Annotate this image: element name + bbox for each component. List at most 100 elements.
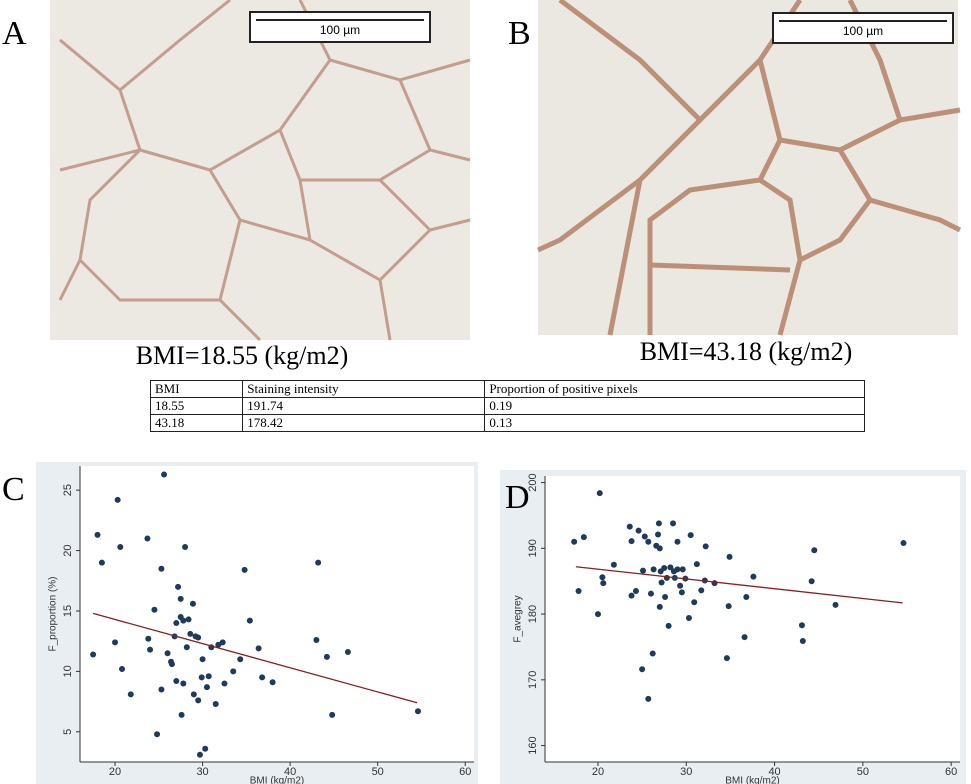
- point: [199, 656, 206, 663]
- x-tick-label: 20: [109, 766, 121, 778]
- point: [702, 543, 709, 550]
- point: [180, 680, 187, 687]
- point: [190, 691, 197, 698]
- point: [158, 565, 165, 572]
- y-tick-label: 200: [527, 473, 539, 491]
- point: [205, 673, 212, 680]
- x-tick-label: 30: [196, 766, 208, 778]
- point: [344, 649, 351, 656]
- point: [246, 617, 253, 624]
- cell: Proportion of positive pixels: [484, 380, 865, 398]
- charts: 20 30 40 50 60 5 10 15 20 25 BMI (kg/m2) F_proporti…: [2, 462, 966, 784]
- point: [798, 622, 805, 629]
- point: [679, 566, 686, 573]
- point: [168, 661, 175, 668]
- point: [656, 545, 663, 552]
- point: [711, 580, 718, 587]
- cell: 18.55: [149, 397, 244, 415]
- point: [180, 617, 187, 624]
- point: [269, 679, 276, 686]
- point: [323, 653, 330, 660]
- point: [144, 535, 151, 542]
- point: [215, 641, 222, 648]
- cell: Staining intensity: [242, 380, 486, 398]
- point: [632, 588, 639, 595]
- table-row: 43.18 178.42 0.13: [149, 414, 865, 432]
- point: [799, 638, 806, 645]
- point: [667, 564, 674, 571]
- plot-area: [545, 476, 960, 762]
- point: [173, 678, 180, 685]
- point: [691, 599, 698, 606]
- point: [687, 532, 694, 539]
- point: [743, 593, 750, 600]
- point: [677, 582, 684, 589]
- point: [182, 543, 189, 550]
- point: [178, 711, 185, 718]
- micrograph-a: [50, 0, 470, 340]
- point: [685, 615, 692, 622]
- y-axis-label: F_avegrey: [513, 595, 524, 642]
- point: [600, 580, 607, 587]
- point: [649, 650, 656, 657]
- cell: BMI: [149, 380, 244, 398]
- point: [594, 611, 601, 618]
- micrograph-b: [538, 0, 958, 335]
- point: [750, 573, 757, 580]
- point: [117, 543, 124, 550]
- point: [185, 616, 192, 623]
- point: [175, 583, 182, 590]
- point: [237, 656, 244, 663]
- caption: BMI=43.18 (kg/m2): [640, 337, 853, 366]
- point: [98, 559, 105, 566]
- point: [203, 684, 210, 691]
- x-axis-label: BMI (kg/m2): [725, 776, 779, 784]
- x-tick-label: 20: [592, 766, 604, 778]
- point: [198, 674, 205, 681]
- x-tick-label: 50: [857, 766, 869, 778]
- point: [112, 639, 119, 646]
- table-header: BMI Staining intensity Proportion of posit…: [149, 380, 865, 398]
- point: [219, 639, 226, 646]
- point: [661, 565, 668, 572]
- point: [90, 651, 97, 658]
- x-tick-label: 40: [768, 766, 780, 778]
- point: [900, 540, 907, 547]
- point: [571, 538, 578, 545]
- point: [177, 595, 184, 602]
- point: [665, 622, 672, 629]
- panel-letter: A: [2, 15, 27, 52]
- panel-letter: C: [2, 471, 25, 508]
- point: [658, 579, 665, 586]
- cell: 178.42: [242, 414, 486, 432]
- point: [94, 531, 101, 538]
- point: [639, 666, 646, 673]
- point: [599, 574, 606, 581]
- data-table: BMI Staining intensity Proportion of posit…: [149, 380, 865, 432]
- point: [164, 650, 171, 657]
- y-tick-label: 10: [62, 665, 74, 677]
- point: [832, 601, 839, 608]
- point: [662, 593, 669, 600]
- cell: 43.18: [149, 414, 244, 432]
- point: [145, 635, 152, 642]
- point: [187, 630, 194, 637]
- cell: 0.19: [484, 397, 865, 415]
- point: [580, 534, 587, 541]
- point: [173, 620, 180, 627]
- point: [640, 567, 647, 574]
- point: [628, 538, 635, 545]
- point: [161, 471, 168, 478]
- point: [195, 634, 202, 641]
- x-tick-label: 30: [680, 766, 692, 778]
- cell-walls-b: [536, 0, 962, 336]
- scale-bar-label: 100 µm: [843, 24, 883, 38]
- point: [154, 731, 161, 738]
- point: [151, 606, 158, 613]
- point: [645, 695, 652, 702]
- x-tick-label: 40: [284, 766, 296, 778]
- cell: 0.13: [484, 414, 865, 432]
- x-axis-label: BMI (kg/m2): [250, 776, 304, 784]
